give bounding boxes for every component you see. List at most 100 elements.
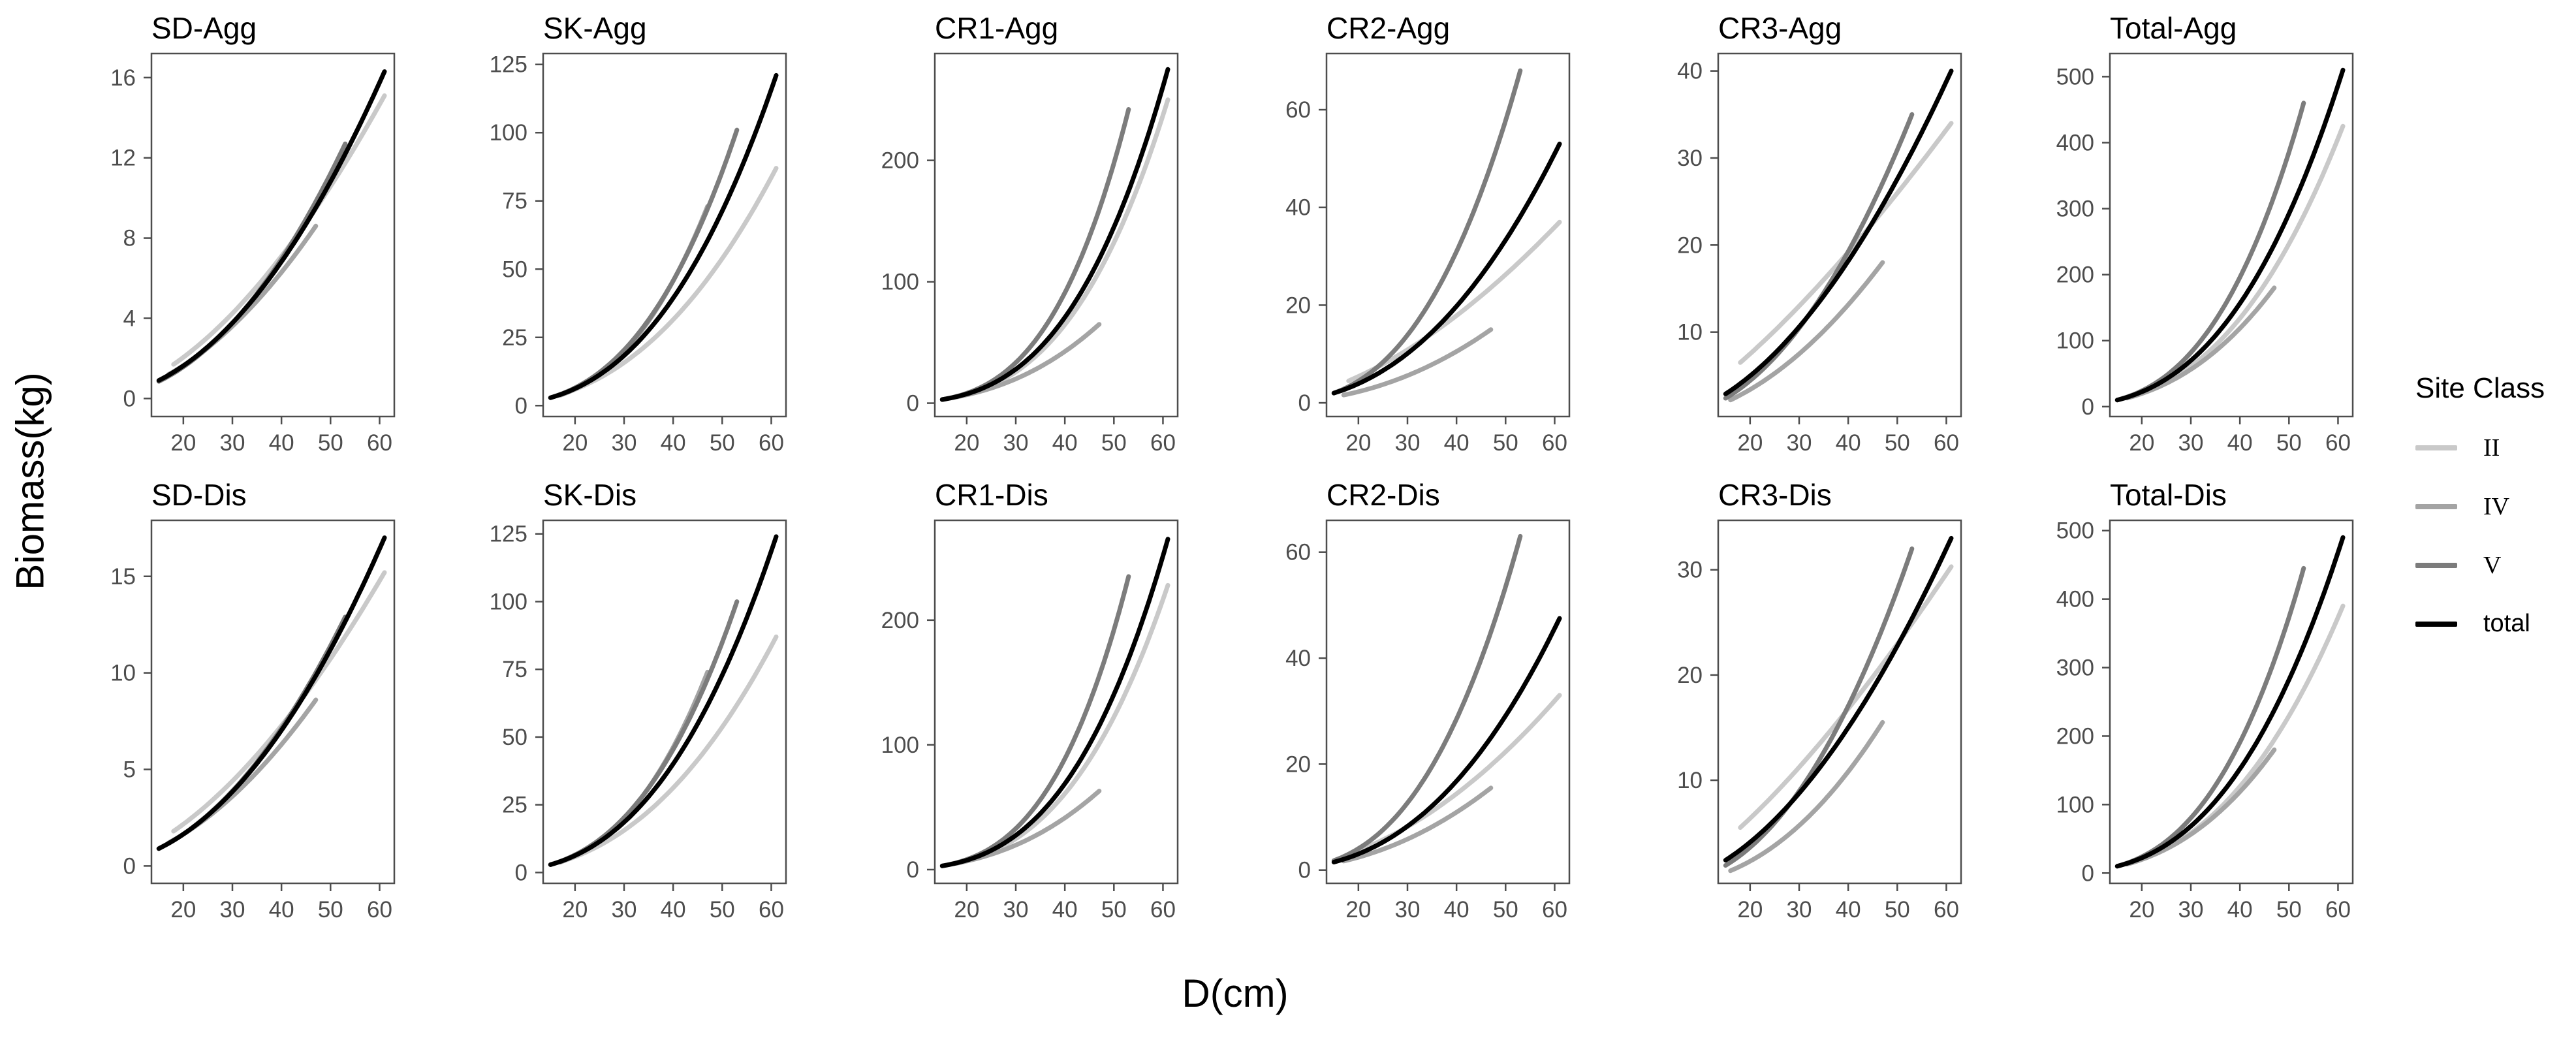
panel-SK-Agg: SK-Agg 0 25 50 75 100 125 20 30 40 50 60 xyxy=(452,9,843,476)
x-ticks: 20 30 40 50 60 xyxy=(1737,883,1959,923)
y-tick-label: 125 xyxy=(490,522,527,547)
legend-label: II xyxy=(2483,434,2500,462)
panel-CR1-Dis: CR1-Dis 0 100 200 20 30 40 50 60 xyxy=(843,476,1235,953)
x-tick-label: 30 xyxy=(1787,430,1812,456)
plot-SK-Dis: 0 25 50 75 100 125 20 30 40 50 60 xyxy=(490,519,787,923)
x-axis-label: D(cm) xyxy=(1182,971,1289,1015)
panel-title: Total-Dis xyxy=(2110,478,2227,512)
legend-swatch-V xyxy=(2415,563,2457,568)
y-ticks: 0 20 40 60 xyxy=(1285,97,1327,416)
curve-V xyxy=(156,614,348,851)
legend-swatch-IV xyxy=(2415,504,2457,509)
x-ticks: 20 30 40 50 60 xyxy=(2129,417,2351,456)
curve-II xyxy=(1738,121,1954,365)
curve-V xyxy=(1331,533,1523,863)
y-tick-label: 400 xyxy=(2056,587,2094,612)
y-tick-label: 300 xyxy=(2056,197,2094,222)
y-axis-label: Biomass(kg) xyxy=(8,371,52,590)
curve-V xyxy=(156,141,348,384)
x-tick-label: 50 xyxy=(1885,430,1910,456)
x-tick-label: 30 xyxy=(2178,430,2204,456)
legend-label: V xyxy=(2483,552,2502,579)
y-tick-label: 200 xyxy=(2056,262,2094,288)
x-ticks: 20 30 40 50 60 xyxy=(2129,883,2351,923)
x-tick-label: 20 xyxy=(1737,897,1763,923)
y-tick-label: 300 xyxy=(2056,655,2094,681)
x-tick-label: 20 xyxy=(1345,430,1371,456)
y-ticks: 10 20 30 xyxy=(1677,558,1718,793)
legend-swatch-II xyxy=(2415,445,2457,450)
legend-title: Site Class xyxy=(2415,372,2545,404)
x-tick-label: 60 xyxy=(1542,897,1567,923)
plot-CR2-Dis: 0 20 40 60 20 30 40 50 60 xyxy=(1285,519,1571,923)
y-tick-label: 50 xyxy=(502,257,527,282)
plot-Total-Agg: 0 100 200 300 400 500 20 30 40 50 60 xyxy=(2056,52,2354,456)
x-tick-label: 40 xyxy=(661,430,686,456)
curve-total xyxy=(548,72,779,400)
curve-II xyxy=(563,166,779,396)
y-tick-label: 20 xyxy=(1285,751,1311,777)
plot-CR3-Dis: 10 20 30 20 30 40 50 60 xyxy=(1677,519,1962,923)
x-tick-label: 60 xyxy=(367,430,392,456)
x-tick-label: 40 xyxy=(2227,897,2253,923)
curve-total xyxy=(2114,535,2346,869)
x-tick-label: 60 xyxy=(2325,430,2351,456)
x-tick-label: 30 xyxy=(220,897,245,923)
y-tick-label: 0 xyxy=(907,857,919,883)
y-tick-label: 0 xyxy=(2082,394,2094,420)
curve-total xyxy=(156,69,387,383)
y-tick-label: 30 xyxy=(1677,558,1703,583)
panel-border xyxy=(150,52,396,418)
panel-border xyxy=(542,519,787,885)
legend-item-V: V xyxy=(2415,551,2576,580)
panel-title: CR1-Dis xyxy=(935,478,1048,512)
curve-total xyxy=(156,535,387,851)
y-ticks: 0 20 40 60 xyxy=(1285,540,1327,883)
y-tick-label: 0 xyxy=(123,386,136,411)
panel-SD-Agg: SD-Agg 0 4 8 12 16 20 30 40 50 60 xyxy=(60,9,452,476)
x-tick-label: 60 xyxy=(367,897,392,923)
x-tick-label: 50 xyxy=(710,430,735,456)
panel-title: CR3-Dis xyxy=(1718,478,1832,512)
x-tick-label: 50 xyxy=(318,897,343,923)
panel-title: SD-Dis xyxy=(151,478,247,512)
x-tick-label: 20 xyxy=(170,430,196,456)
curve-IV xyxy=(558,204,710,398)
y-tick-label: 0 xyxy=(907,391,919,417)
x-tick-label: 40 xyxy=(1836,430,1861,456)
y-tick-label: 100 xyxy=(2056,792,2094,817)
panel-border xyxy=(934,52,1179,418)
x-tick-label: 20 xyxy=(170,897,196,923)
curve-V xyxy=(548,127,740,400)
y-ticks: 10 20 30 40 xyxy=(1677,59,1718,345)
plot-CR2-Agg: 0 20 40 60 20 30 40 50 60 xyxy=(1285,52,1571,456)
x-ticks: 20 30 40 50 60 xyxy=(954,417,1176,456)
x-tick-label: 30 xyxy=(2178,897,2204,923)
panel-title: CR1-Agg xyxy=(935,11,1059,45)
y-tick-label: 20 xyxy=(1285,292,1311,318)
panel-border xyxy=(934,519,1179,885)
curve-total xyxy=(1331,141,1562,396)
x-axis-label-area: D(cm) xyxy=(60,953,2410,1037)
x-tick-label: 60 xyxy=(1934,897,1959,923)
x-ticks: 20 30 40 50 60 xyxy=(562,883,784,923)
panel-CR3-Dis: CR3-Dis 10 20 30 20 30 40 50 60 xyxy=(1627,476,2018,953)
panel-border xyxy=(1325,52,1571,418)
y-ticks: 0 5 10 15 xyxy=(110,564,151,879)
x-tick-label: 50 xyxy=(710,897,735,923)
x-tick-label: 20 xyxy=(562,897,588,923)
y-tick-label: 200 xyxy=(881,608,919,633)
panel-title: SD-Agg xyxy=(151,11,257,45)
curve-IV xyxy=(1728,719,1885,874)
y-tick-label: 25 xyxy=(502,325,527,351)
y-tick-label: 75 xyxy=(502,189,527,214)
y-ticks: 0 100 200 xyxy=(881,148,935,417)
y-tick-label: 5 xyxy=(123,757,136,783)
panel-Total-Dis: Total-Dis 0 100 200 300 400 500 20 30 40 50 60 xyxy=(2018,476,2410,953)
y-tick-label: 0 xyxy=(1298,858,1311,883)
panel-border xyxy=(1717,52,1962,418)
y-tick-label: 40 xyxy=(1285,195,1311,221)
y-tick-label: 40 xyxy=(1677,59,1703,84)
